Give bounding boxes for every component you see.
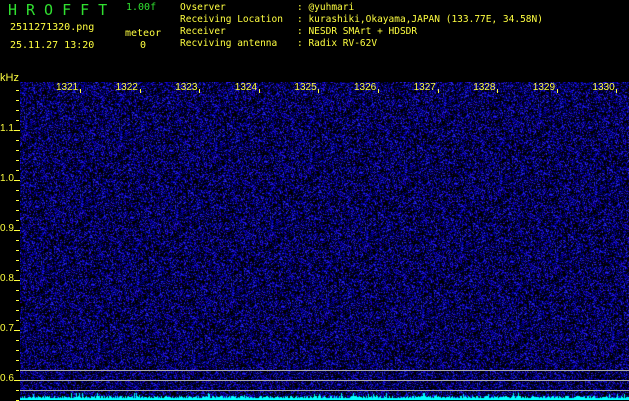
y-tick (16, 290, 19, 291)
y-tick (16, 140, 19, 141)
y-tick (16, 220, 19, 221)
y-tick (14, 380, 20, 381)
reference-line (20, 380, 629, 381)
x-tick-label: 1330 (592, 82, 615, 93)
x-tick (378, 89, 379, 93)
y-tick-label: 0.7 (0, 323, 14, 334)
y-tick (16, 390, 19, 391)
info-value: kurashiki,Okayama,JAPAN (133.77E, 34.58N… (308, 14, 543, 25)
app-title: HROFFT (8, 1, 117, 19)
y-tick (16, 170, 19, 171)
y-tick (16, 250, 19, 251)
x-tick (497, 89, 499, 93)
x-tick (258, 89, 260, 93)
x-tick-label: 1328 (473, 82, 496, 93)
y-tick (16, 100, 19, 101)
separator: : (297, 2, 309, 13)
y-tick (16, 160, 19, 161)
x-tick-label: 1322 (115, 82, 138, 93)
x-tick (616, 89, 618, 93)
reference-line (20, 370, 629, 371)
y-tick (16, 120, 19, 121)
x-tick (437, 89, 439, 93)
info-value: NESDR SMArt + HDSDR (308, 26, 418, 37)
y-tick (14, 230, 20, 231)
y-tick (16, 190, 19, 191)
info-row: Receiving Location: kurashiki,Okayama,JA… (180, 14, 543, 25)
meteor-count: 0 (140, 40, 147, 51)
y-tick (16, 110, 19, 111)
x-tick-label: 1327 (413, 82, 436, 93)
meteor-label: meteor (125, 28, 162, 39)
y-tick-label: 0.6 (0, 373, 14, 384)
x-tick-label: 1321 (56, 82, 79, 93)
y-tick (16, 340, 19, 341)
info-label: Ovserver (180, 2, 226, 13)
y-tick (16, 240, 19, 241)
y-tick-label: 1.1 (0, 123, 14, 134)
x-tick (318, 89, 320, 93)
x-tick-label: 1329 (532, 82, 556, 93)
y-tick (16, 260, 19, 261)
info-row: Receiver: NESDR SMArt + HDSDR (180, 26, 417, 37)
x-tick (139, 89, 141, 93)
x-tick-label: 1325 (294, 82, 317, 93)
y-tick (16, 360, 19, 361)
y-tick (16, 270, 19, 271)
info-value: Radix RV-62V (308, 38, 378, 49)
y-unit-label: kHz (0, 72, 19, 84)
info-row: Ovserver: @yuhmari (180, 2, 354, 13)
x-tick (199, 89, 201, 93)
y-tick (16, 300, 19, 301)
y-tick (14, 130, 20, 131)
x-tick (556, 89, 558, 93)
y-tick (14, 180, 20, 181)
info-label: Receiver (180, 26, 226, 37)
y-tick (16, 350, 19, 351)
y-tick-label: 1.0 (0, 173, 14, 184)
separator: : (297, 26, 309, 37)
x-tick-label: 1324 (234, 82, 258, 93)
y-tick (16, 200, 19, 201)
y-tick (16, 370, 19, 371)
y-tick (16, 210, 19, 211)
y-tick-label: 0.9 (0, 223, 14, 234)
x-tick-label: 1326 (354, 82, 377, 93)
x-tick (80, 89, 81, 93)
separator: : (297, 38, 309, 49)
x-tick-label: 1323 (175, 82, 198, 93)
y-tick (14, 280, 20, 281)
info-label: Receiving Location (180, 14, 283, 25)
info-row: Recviving antenna: Radix RV-62V (180, 38, 377, 49)
waterfall-spectrogram (20, 82, 629, 400)
filename: 2511271320.png (10, 22, 95, 33)
y-tick (14, 330, 20, 331)
info-label: Recviving antenna (180, 38, 278, 49)
datetime: 25.11.27 13:20 (10, 40, 95, 51)
info-value: @yuhmari (308, 2, 355, 13)
y-tick (16, 320, 19, 321)
y-tick-label: 0.8 (0, 273, 14, 284)
reference-line (20, 390, 629, 391)
y-tick (16, 310, 19, 311)
separator: : (297, 14, 309, 25)
y-tick (16, 150, 19, 151)
version: 1.00f (126, 2, 157, 13)
y-tick (16, 90, 19, 91)
